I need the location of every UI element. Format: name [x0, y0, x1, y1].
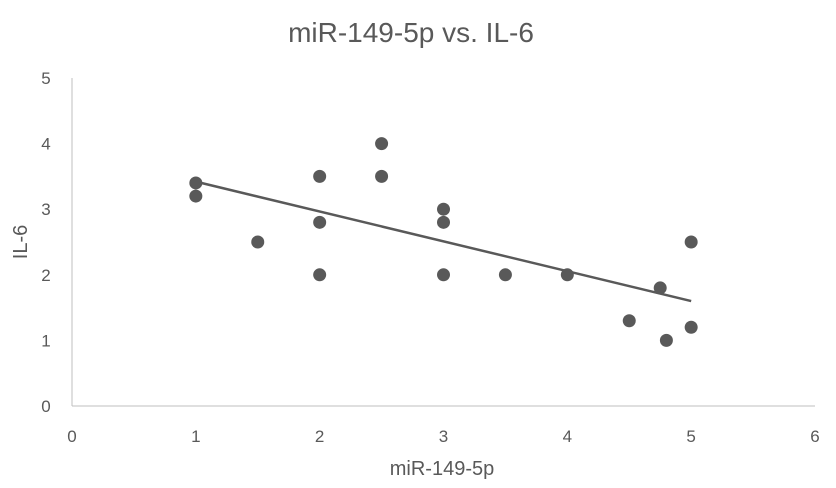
x-tick-label: 6 [810, 427, 819, 446]
axes [71, 78, 815, 407]
data-point [653, 281, 667, 295]
data-points [189, 137, 698, 347]
data-point [437, 202, 450, 216]
data-point [189, 176, 203, 190]
y-tick-label: 5 [41, 69, 50, 88]
data-point [659, 333, 673, 347]
x-tick-label: 1 [191, 427, 200, 446]
data-point [437, 268, 450, 282]
y-tick-label: 3 [41, 200, 50, 219]
x-tick-label: 5 [686, 427, 695, 446]
data-point [313, 268, 327, 282]
data-point [498, 268, 512, 282]
data-point [684, 235, 698, 249]
y-axis-ticks: 0 1 2 3 4 5 [41, 69, 50, 416]
x-tick-label: 2 [315, 427, 324, 446]
data-point [437, 215, 450, 229]
data-point [375, 169, 389, 183]
chart-title: miR-149-5p vs. IL-6 [288, 17, 534, 48]
x-axis-ticks: 0 1 2 3 4 5 6 [67, 427, 819, 446]
y-tick-label: 4 [41, 135, 50, 154]
data-point [251, 235, 265, 249]
data-point [684, 320, 698, 334]
data-point [313, 215, 327, 229]
linear-trendline [195, 180, 692, 303]
y-tick-label: 0 [41, 397, 50, 416]
y-tick-label: 2 [41, 266, 50, 285]
x-tick-label: 4 [563, 427, 572, 446]
y-axis-title: IL-6 [10, 225, 32, 259]
data-point [560, 268, 574, 282]
x-axis-title: miR-149-5p [390, 458, 494, 480]
data-point [313, 169, 327, 183]
data-point [622, 314, 636, 328]
data-point [189, 189, 203, 203]
x-tick-label: 3 [439, 427, 448, 446]
y-tick-label: 1 [41, 331, 50, 350]
data-point [375, 137, 389, 151]
x-tick-label: 0 [67, 427, 76, 446]
